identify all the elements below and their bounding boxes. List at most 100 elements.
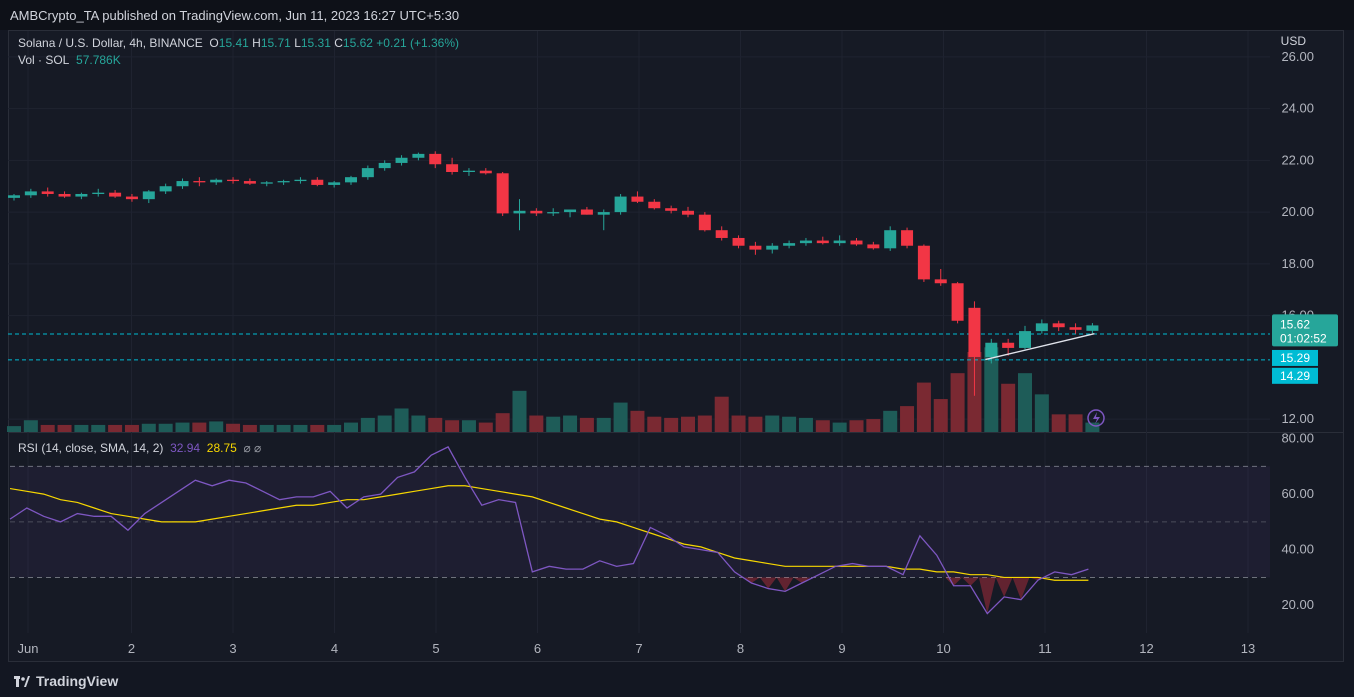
rsi-oversold-fill — [742, 577, 1047, 614]
volume-bar — [293, 424, 308, 432]
candle-body — [41, 191, 54, 194]
candle-body — [732, 237, 745, 246]
chart-frame — [8, 30, 1344, 662]
candle-body — [159, 186, 172, 192]
alert-icon — [1087, 409, 1105, 427]
rsi-sma-line — [9, 485, 1089, 581]
candle-body — [1019, 331, 1031, 348]
candle-body — [951, 283, 964, 321]
low-label: L — [294, 36, 301, 50]
x-tick-label: 2 — [128, 641, 135, 656]
x-tick-label: 13 — [1241, 641, 1255, 656]
volume-bar — [242, 424, 257, 432]
candle-body — [193, 181, 206, 183]
last-price-label: 15.62 — [1280, 317, 1310, 331]
volume-bar — [613, 402, 628, 432]
price-tick-label: 26.00 — [1281, 49, 1314, 64]
volume-bar — [141, 423, 156, 432]
candle-body — [412, 153, 425, 158]
candle-body — [446, 164, 459, 172]
visibility-icons[interactable]: ⌀ ⌀ — [243, 441, 262, 455]
candle-body — [1086, 325, 1099, 331]
tradingview-logo-icon — [14, 675, 30, 687]
volume-bar — [226, 423, 241, 432]
candle-body — [783, 243, 796, 246]
volume-bar — [849, 420, 864, 432]
rsi-label[interactable]: RSI (14, close, SMA, 14, 2) — [18, 441, 164, 455]
candle-body — [125, 196, 138, 200]
volume-bar — [175, 422, 190, 432]
open-label: O — [209, 36, 219, 50]
price-tick-label: 12.00 — [1281, 411, 1314, 426]
x-tick-label: 9 — [838, 641, 845, 656]
x-tick-label: 6 — [534, 641, 541, 656]
publisher-bar: AMBCrypto_TA published on TradingView.co… — [0, 0, 1354, 30]
candle-body — [75, 193, 88, 197]
level1-tag — [1272, 349, 1318, 366]
publisher-line: AMBCrypto_TA published on TradingView.co… — [10, 8, 460, 23]
volume-label[interactable]: Vol · SOL — [18, 53, 70, 67]
candle-body — [816, 240, 829, 244]
low-value: 15.31 — [300, 36, 331, 50]
volume-bar — [1085, 422, 1100, 432]
volume-bar — [124, 424, 139, 432]
candle-body — [564, 209, 577, 213]
volume-bar — [714, 396, 729, 432]
candle-body — [58, 193, 71, 197]
volume-bar — [1018, 373, 1032, 432]
volume-bar — [782, 416, 797, 432]
volume-bar — [579, 417, 594, 432]
volume-bar — [495, 413, 510, 432]
x-tick-label: 11 — [1038, 641, 1052, 656]
volume-bar — [428, 417, 443, 432]
candle-body — [24, 191, 37, 196]
candle-body — [530, 210, 543, 214]
candle-body — [766, 245, 779, 250]
candle-body — [682, 210, 694, 215]
symbol-legend: Solana / U.S. Dollar, 4h, BINANCE O15.41… — [18, 36, 459, 50]
candle-body — [479, 170, 492, 174]
price-tick-label: 24.00 — [1281, 101, 1314, 116]
volume-bar — [327, 424, 342, 432]
price-tick-label: 22.00 — [1281, 152, 1314, 167]
candle-body — [8, 195, 20, 198]
rsi-tick-label: 60.00 — [1281, 486, 1314, 501]
level2-label: 14.29 — [1280, 369, 1310, 383]
candle-body — [176, 181, 189, 187]
volume-bar — [900, 406, 915, 432]
volume-bar — [748, 416, 763, 432]
volume-bar — [445, 420, 460, 432]
volume-value: 57.786K — [76, 53, 121, 67]
candle-body — [429, 153, 442, 165]
volume-bar — [815, 420, 830, 432]
candle-body — [884, 230, 897, 249]
candle-body — [92, 192, 105, 194]
candle-body — [462, 170, 475, 172]
candle-body — [1069, 327, 1082, 330]
change-value: +0.21 (+1.36%) — [376, 36, 460, 50]
rsi-line — [9, 446, 1089, 615]
tradingview-logo[interactable]: TradingView — [14, 673, 118, 689]
candle-body — [648, 201, 661, 209]
volume-bar — [259, 424, 274, 432]
rsi-tick-label: 40.00 — [1281, 542, 1314, 557]
candle-body — [934, 279, 947, 284]
candle-body — [1052, 323, 1065, 328]
level2-tag — [1272, 367, 1318, 384]
candle-body — [142, 191, 155, 200]
candle-body — [597, 212, 610, 215]
volume-bar — [664, 417, 679, 432]
volume-bar — [40, 424, 55, 432]
rsi-legend: RSI (14, close, SMA, 14, 2) 32.94 28.75 … — [18, 441, 261, 455]
x-tick-label: 7 — [635, 641, 642, 656]
volume-bar — [276, 424, 291, 432]
volume-bar — [23, 420, 38, 432]
volume-bar — [1051, 414, 1066, 432]
x-tick-label: 8 — [737, 641, 744, 656]
currency-label: USD — [1281, 34, 1307, 48]
symbol-name[interactable]: Solana / U.S. Dollar, 4h, BINANCE — [18, 36, 203, 50]
volume-bar — [563, 415, 578, 432]
x-tick-label: Jun — [18, 641, 39, 656]
candle-body — [749, 245, 762, 250]
